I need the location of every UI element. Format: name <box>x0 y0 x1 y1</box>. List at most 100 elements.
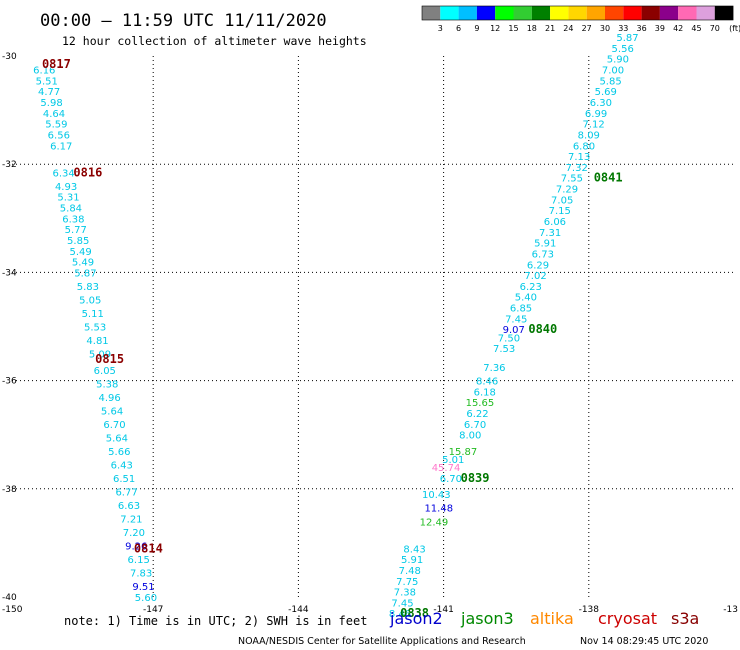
footer-timestamp: Nov 14 08:29:45 UTC 2020 <box>580 636 708 647</box>
wave-height-value: 5.87 <box>616 33 638 44</box>
wave-height-value: 9.51 <box>132 582 154 593</box>
x-tick-label: -144 <box>288 605 309 615</box>
wave-height-value: 5.11 <box>82 309 104 320</box>
colorbar-swatch <box>586 6 605 20</box>
wave-height-value: 7.21 <box>120 515 142 526</box>
colorbar-tick-label: 12 <box>490 24 500 33</box>
x-tick-label: -13 <box>723 605 738 615</box>
wave-height-value: 7.05 <box>551 195 573 206</box>
wave-height-value: 7.45 <box>391 598 413 609</box>
wave-height-value: 6.63 <box>118 501 140 512</box>
wave-height-value: 5.77 <box>65 225 87 236</box>
legend-jason3: jason3 <box>460 609 514 628</box>
wave-height-labels: 6.165.514.775.984.645.596.566.17 6.34 4.93… <box>33 33 638 620</box>
wave-height-value: 6.38 <box>62 214 84 225</box>
colorbar-swatch <box>678 6 697 20</box>
pass-time-labels: 0817 0816 0815 0814 0838 0839 0840 0841 <box>42 57 623 620</box>
chart-title: 00:00 – 11:59 UTC 11/11/2020 <box>40 11 327 31</box>
y-tick-label: -30 <box>2 52 17 62</box>
wave-height-value: 6.99 <box>585 109 607 120</box>
colorbar-tick-label: 30 <box>600 24 610 33</box>
wave-height-value: 5.91 <box>401 555 423 566</box>
colorbar-unit-label: (ft) <box>729 24 740 33</box>
wave-height-value: 5.40 <box>515 293 537 304</box>
wave-height-value: 5.85 <box>67 236 89 247</box>
colorbar-tick-label: 39 <box>655 24 665 33</box>
pass-time-label: 0838 <box>400 606 429 620</box>
legend-jason2: jason2 <box>389 609 443 628</box>
colorbar-swatch <box>568 6 587 20</box>
colorbar-swatch <box>714 6 734 20</box>
colorbar-swatch <box>531 6 551 20</box>
note-text: note: 1) Time is in UTC; 2) SWH is in fe… <box>64 614 367 628</box>
wave-height-value: 5.98 <box>40 98 62 109</box>
wave-height-value: 6.16 <box>33 66 55 77</box>
wave-height-value: 7.50 <box>498 333 520 344</box>
wave-height-value: 5.56 <box>612 44 634 55</box>
wave-height-value: 6.29 <box>527 260 549 271</box>
wave-height-value: 5.59 <box>45 120 67 131</box>
wave-height-value: 7.32 <box>566 163 588 174</box>
colorbar-swatch <box>659 6 679 20</box>
colorbar-swatch <box>696 6 715 20</box>
wave-height-value: 6.70 <box>464 420 486 431</box>
wave-height-value: 5.90 <box>607 55 629 66</box>
satellite-legend: jason2 jason3 altika cryosat s3a <box>389 609 699 628</box>
wave-height-value: 5.87 <box>74 268 96 279</box>
wave-height-value: 6.85 <box>510 304 532 315</box>
colorbar-tick-label: 15 <box>508 24 518 33</box>
wave-height-value: 6.56 <box>48 130 70 141</box>
y-tick-label: -40 <box>2 593 17 603</box>
wave-height-value: 6.77 <box>115 488 137 499</box>
wave-height-value: 5.66 <box>108 447 130 458</box>
wave-height-value: 6.34 <box>53 168 75 179</box>
wave-height-value: 5.85 <box>599 76 621 87</box>
wave-height-value: 4.93 <box>55 182 77 193</box>
wave-height-value: 4.81 <box>86 336 108 347</box>
colorbar-tick-label: 9 <box>474 24 479 33</box>
wave-height-value: 8.43 <box>403 544 425 555</box>
y-tick-label: -38 <box>2 485 17 495</box>
wave-height-value: 15.65 <box>466 398 495 409</box>
wave-height-value: 12.49 <box>420 517 449 528</box>
wave-height-value: 7.36 <box>483 363 505 374</box>
wave-height-value: 7.20 <box>123 528 145 539</box>
wave-height-value: 7.15 <box>549 206 571 217</box>
wave-height-value: 7.13 <box>568 152 590 163</box>
wave-height-value: 6.43 <box>111 460 133 471</box>
pass-time-label: 0815 <box>95 352 124 366</box>
wave-height-value: 5.53 <box>84 323 106 334</box>
wave-height-value: 7.29 <box>556 185 578 196</box>
wave-height-value: 5.84 <box>60 203 82 214</box>
wave-height-value: 6.80 <box>573 141 595 152</box>
colorbar-frame <box>421 5 734 21</box>
footer-source: NOAA/NESDIS Center for Satellite Applica… <box>238 636 526 647</box>
colorbar-swatch <box>422 6 441 20</box>
colorbar-swatch <box>458 6 477 20</box>
colorbar-tick-label: 42 <box>673 24 683 33</box>
wave-height-value: 5.64 <box>101 406 123 417</box>
legend-altika: altika <box>530 609 574 628</box>
wave-height-value: 6.05 <box>94 366 116 377</box>
wave-height-value: 6.18 <box>474 387 496 398</box>
wave-height-value: 5.64 <box>106 433 128 444</box>
wave-height-value: 7.75 <box>396 577 418 588</box>
colorbar-tick-label: 45 <box>691 24 701 33</box>
colorbar-tick-label: 24 <box>563 24 573 33</box>
wave-height-value: 6.30 <box>590 98 612 109</box>
wave-height-value: 7.00 <box>602 66 624 77</box>
wave-height-value: 7.53 <box>493 344 515 355</box>
wave-height-value: 8.46 <box>476 377 498 388</box>
colorbar-tick-label: 21 <box>545 24 555 33</box>
wave-height-value: 7.38 <box>394 588 416 599</box>
colorbar-tick-label: 70 <box>710 24 720 33</box>
colorbar-tick-label: 33 <box>618 24 628 33</box>
pass-time-label: 0840 <box>528 322 557 336</box>
colorbar-tick-label: 18 <box>527 24 537 33</box>
colorbar-swatch <box>550 6 569 20</box>
wave-height-value: 6.23 <box>520 282 542 293</box>
wave-height-value: 4.64 <box>43 109 65 120</box>
wave-height-value: 4.77 <box>38 87 60 98</box>
x-axis-ticks: -150 -147 -144 -141 -138 -13 <box>2 605 738 615</box>
